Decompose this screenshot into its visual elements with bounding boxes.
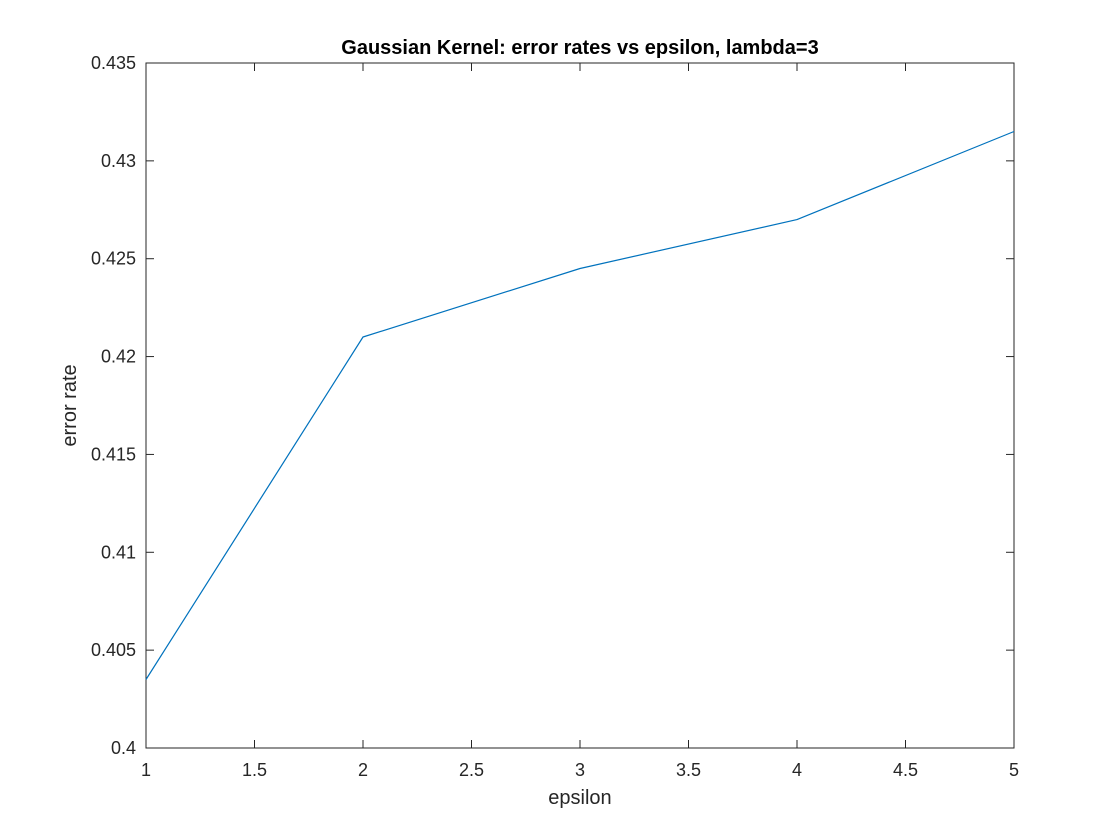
x-tick-label: 2 [358, 760, 368, 780]
plot-axes: 1 1.5 2 2.5 3 3.5 4 4.5 5 0.40.4050.410.4150.420… [91, 53, 1019, 780]
y-tick-label: 0.43 [101, 151, 136, 171]
x-tick-label: 5 [1009, 760, 1019, 780]
series-layer [145, 130, 1015, 680]
x-tick-label: 4.5 [893, 760, 918, 780]
y-tick-label: 0.41 [101, 542, 136, 562]
y-tick-label: 0.42 [101, 347, 136, 367]
y-tick-label: 0.415 [91, 444, 136, 464]
x-axis-label: epsilon [548, 787, 611, 809]
y-axis-label: error rate [59, 364, 81, 446]
x-tick-label: 3.5 [676, 760, 701, 780]
series-line [145, 130, 1015, 680]
x-tick-label: 2.5 [459, 760, 484, 780]
y-tick-label: 0.425 [91, 249, 136, 269]
x-tick-label: 1.5 [242, 760, 267, 780]
x-tick-label: 1 [141, 760, 151, 780]
x-tick-label: 3 [575, 760, 585, 780]
y-tick-label: 0.435 [91, 53, 136, 73]
x-tick-label: 4 [792, 760, 802, 780]
chart-title: Gaussian Kernel: error rates vs epsilon,… [341, 37, 818, 59]
y-axis-ticks: 0.4 0.405 0.41 0.415 0.42 0.425 0.43 0.435 [91, 53, 1014, 758]
plot-area-frame [145, 62, 1015, 749]
x-axis-ticks: 1 1.5 2 2.5 3 3.5 4 4.5 5 [141, 63, 1019, 780]
y-tick-label: 0.4 [111, 738, 136, 758]
y-tick-label: 0.405 [91, 640, 136, 660]
